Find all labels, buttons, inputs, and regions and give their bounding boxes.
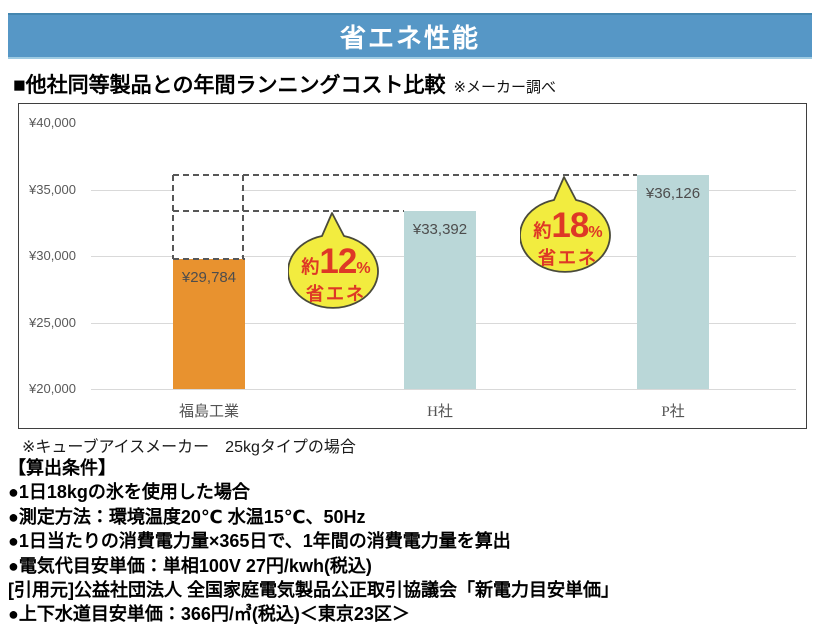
savings-percent-line: 約 12% [288,244,384,279]
category-label-h: H社 [427,404,453,420]
page-title: 省エネ性能 [339,22,480,53]
percent-value: 18 [551,205,589,245]
section-title: ■他社同等製品との年間ランニングコスト比較 ※メーカー調べ [13,69,556,99]
speech-bubble-icon [288,211,379,309]
category-label-p: P社 [661,404,685,420]
category-label-fukushima: 福島工業 [178,404,239,420]
y-axis-tick: ¥20,000 [29,381,76,396]
bar-value-label: ¥36,126 [645,184,701,202]
savings-bubble-18-percent: 約 18% 省エネ [520,175,616,276]
y-axis-tick: ¥35,000 [29,181,76,197]
dashed-line-p-level [173,173,637,176]
approx-label: 約 [301,256,320,277]
y-axis-tick: ¥25,000 [29,314,76,330]
condition-item: ●測定方法：環境温度20℃ 水温15℃、50Hz [8,506,366,527]
conditions-heading: 【算出条件】 [8,458,116,478]
energy-saving-label: 省エネ [306,283,366,304]
comparison-box-fill [174,175,241,258]
savings-bubble-text: 約 18% 省エネ [520,208,616,267]
section-title-note: ※メーカー調べ [453,79,557,96]
savings-bubble-text: 約 12% 省エネ [288,244,384,303]
condition-item: [引用元]公益社団法人 全国家庭電気製品公正取引協議会「新電力目安単価」 [8,580,619,601]
speech-bubble-icon [520,175,611,273]
bar-h-company: ¥33,392 [404,210,476,389]
bar-value-label: ¥33,392 [412,220,468,238]
energy-saving-label: 省エネ [538,247,598,268]
header-banner: 省エネ性能 [8,13,812,59]
condition-item: ●電気代目安単価：単相100V 27円/kwh(税込) [8,555,372,576]
running-cost-bar-chart: ¥40,000 ¥35,000 ¥30,000 ¥25,000 ¥20,000 … [18,103,807,429]
gridline [91,189,796,191]
dashed-line-right [242,174,244,259]
condition-item: ●1日18kgの氷を使用した場合 [8,482,250,503]
section-title-text: ■他社同等製品との年間ランニングコスト比較 [13,74,446,97]
y-axis-tick: ¥40,000 [29,115,76,130]
gridline [91,389,796,390]
bar-fukushima-kogyo: ¥29,784 [173,258,245,389]
percent-sign: % [356,259,371,277]
savings-percent-line: 約 18% [520,208,616,243]
approx-label: 約 [533,220,552,241]
dashed-line-h-level [173,209,404,212]
bar-value-label: ¥29,784 [181,268,237,286]
y-axis-tick: ¥30,000 [29,248,76,263]
chart-footnote: ※キューブアイスメーカー 25kgタイプの場合 [22,439,356,456]
bar-p-company: ¥36,126 [637,174,709,389]
percent-sign: % [588,223,603,241]
condition-item: ●上下水道目安単価：366円/㎥(税込)＜東京23区＞ [8,604,410,625]
savings-bubble-12-percent: 約 12% 省エネ [288,211,384,312]
dashed-line-bar-top [173,257,245,260]
percent-value: 12 [319,241,357,281]
dashed-line-left [172,174,174,259]
condition-item: ●1日当たりの消費電力量×365日で、1年間の消費電力量を算出 [8,531,511,552]
calculation-conditions: 【算出条件】 ●1日18kgの氷を使用した場合 ●測定方法：環境温度20℃ 水温… [8,456,619,627]
